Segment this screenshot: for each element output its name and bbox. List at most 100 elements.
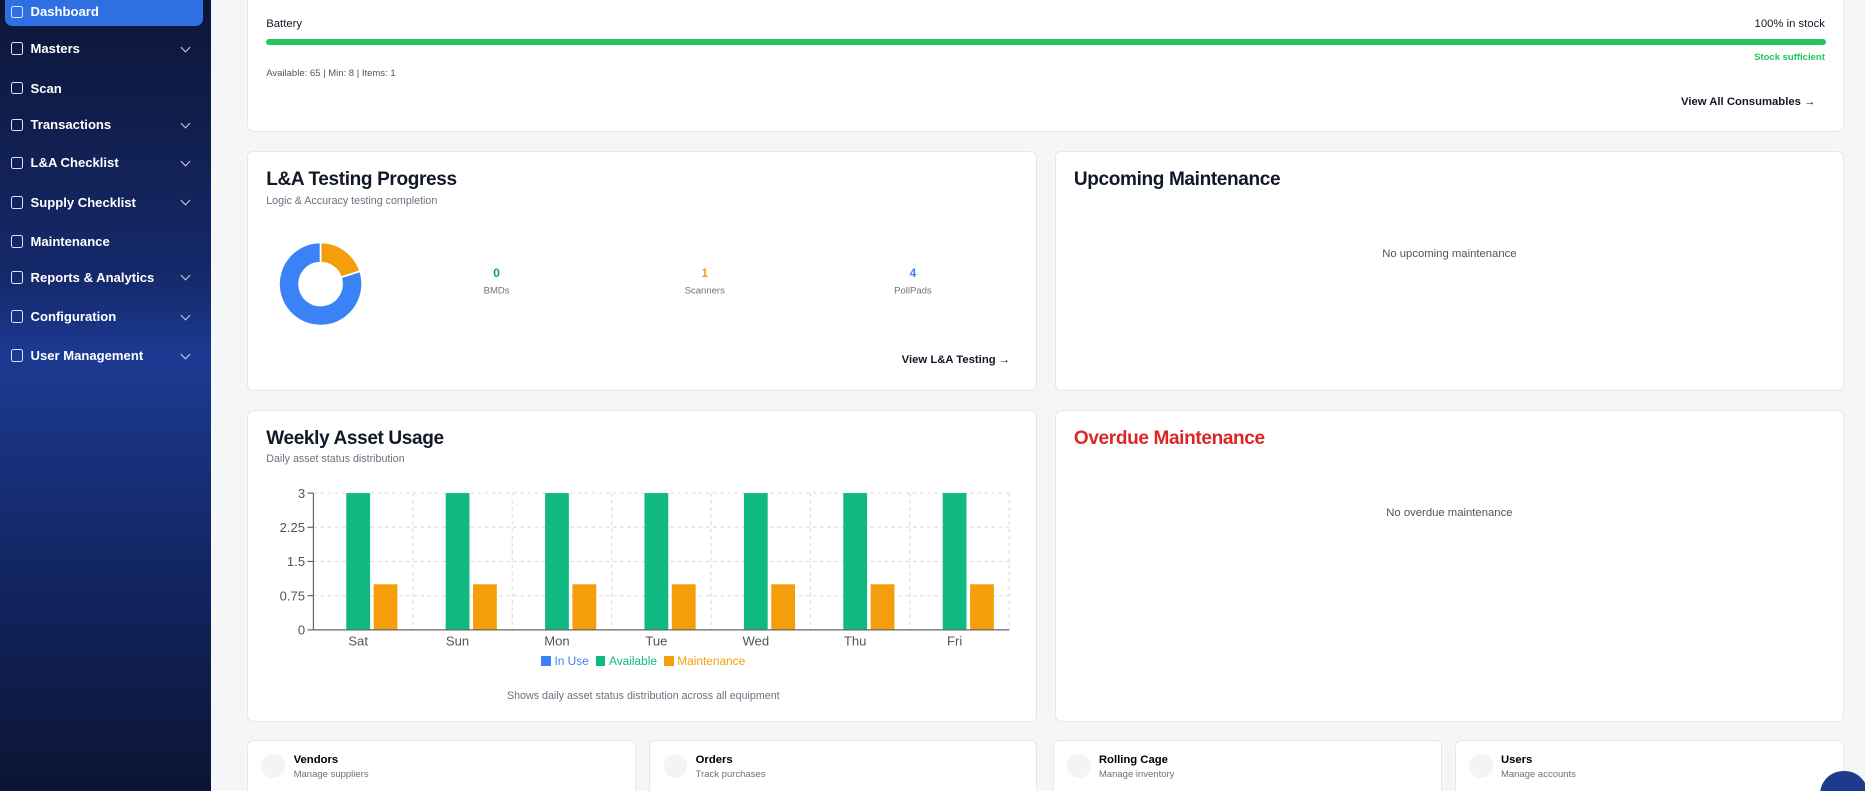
stock-bar: [266, 39, 1826, 45]
legend-swatch: [664, 656, 674, 666]
view-link[interactable]: View All Consumables →: [1681, 96, 1816, 109]
nav-label: User Management: [30, 348, 144, 364]
stock-details: Available: 65 | Min: 8 | Items: 1: [266, 67, 396, 79]
y-tick-label: 3: [298, 486, 305, 501]
bar: [545, 493, 570, 631]
bar: [970, 584, 995, 631]
nav-item[interactable]: L&A Checklist: [5, 149, 204, 178]
upcoming-card: Upcoming Maintenance No upcoming mainten…: [1055, 151, 1844, 392]
nav-label: Maintenance: [30, 233, 110, 249]
nav-item[interactable]: Maintenance: [5, 227, 204, 256]
nav-label: Reports & Analytics: [30, 269, 155, 285]
bar: [644, 493, 669, 631]
nav-item[interactable]: Reports & Analytics: [5, 263, 204, 292]
quick-title: Vendors: [293, 753, 339, 766]
bar: [672, 584, 697, 631]
bar: [473, 584, 498, 631]
card-subtitle: Logic & Accuracy testing completion: [266, 194, 438, 207]
quick-title: Rolling Cage: [1098, 753, 1168, 766]
x-tick-label: Tue: [646, 634, 668, 649]
y-tick-label: 0: [298, 623, 305, 638]
x-tick-label: Fri: [947, 634, 962, 649]
help-button[interactable]: [1819, 770, 1865, 791]
card-subtitle: Daily asset status distribution: [266, 453, 405, 465]
bar: [572, 584, 597, 631]
legend: In Use Available Maintenance: [248, 654, 1038, 668]
x-tick-label: Mon: [545, 634, 570, 649]
overdue-card: Overdue Maintenance No overdue maintenan…: [1055, 410, 1844, 723]
nav-label: Dashboard: [30, 4, 99, 20]
nav-label: Scan: [30, 80, 62, 96]
quick-subtitle: Manage suppliers: [293, 769, 369, 781]
legend-item: Maintenance: [664, 654, 745, 668]
legend-swatch: [541, 656, 551, 666]
quick-link[interactable]: Orders Track purchases: [649, 739, 1038, 791]
nav-item[interactable]: Scan: [5, 74, 204, 103]
stock-status: 100% in stock: [1754, 17, 1825, 30]
quick-title: Orders: [695, 753, 733, 766]
nav-item[interactable]: Supply Checklist: [5, 188, 204, 217]
y-tick-label: 1.5: [287, 555, 305, 570]
stat-value: 0: [494, 266, 501, 280]
item-name: Battery: [266, 17, 303, 30]
empty-message: No upcoming maintenance: [1382, 248, 1517, 261]
sidebar: Dashboard Masters Scan Transactions L&A …: [0, 0, 211, 791]
legend-label: Maintenance: [677, 654, 746, 669]
quick-link[interactable]: Rolling Cage Manage inventory: [1052, 739, 1442, 791]
legend-label: Available: [609, 654, 657, 669]
donut-slice: [278, 241, 364, 327]
legend-item: In Use: [541, 654, 589, 669]
y-tick-label: 2.25: [280, 520, 305, 535]
stat-label: Scanners: [685, 286, 725, 297]
bar: [871, 584, 895, 631]
bar: [843, 493, 868, 631]
empty-message: No overdue maintenance: [1386, 506, 1513, 519]
usage-card: Weekly Asset Usage Daily asset status di…: [247, 410, 1038, 723]
stat-value: 4: [910, 266, 917, 280]
stat-value: 1: [702, 266, 709, 280]
card-title: Overdue Maintenance: [1073, 428, 1265, 450]
x-tick-label: Wed: [743, 634, 770, 649]
donut-chart: 0 BMDs 1 Scanners 4 PollPads: [278, 241, 933, 327]
bar: [943, 493, 967, 631]
nav-label: Transactions: [30, 117, 112, 133]
quick-subtitle: Manage inventory: [1098, 769, 1175, 781]
card-title: Upcoming Maintenance: [1073, 168, 1281, 190]
bar: [744, 493, 769, 631]
nav-item[interactable]: Transactions: [5, 111, 204, 140]
nav-label: L&A Checklist: [30, 155, 119, 171]
y-tick-label: 0.75: [280, 589, 305, 604]
nav-label: Masters: [30, 41, 80, 57]
bar: [446, 493, 470, 631]
bar-chart: 0 0.75 1.5 2.25 3 Sat Sun Mon Tue Wed Thu Fri: [280, 486, 1011, 649]
legend-label: In Use: [554, 654, 589, 669]
chart-note: Shows daily asset status distribution ac…: [506, 689, 780, 702]
bar: [771, 584, 796, 631]
bar: [346, 493, 371, 631]
card-title: L&A Testing Progress: [266, 168, 457, 190]
card-title: Weekly Asset Usage: [266, 428, 444, 450]
nav-item[interactable]: Configuration: [5, 302, 204, 331]
legend-swatch: [595, 656, 606, 666]
nav-item[interactable]: Dashboard: [4, 0, 204, 27]
x-tick-label: Sun: [446, 634, 469, 649]
quick-link[interactable]: Vendors Manage suppliers: [247, 739, 637, 791]
link-text: View All Consumables: [1681, 96, 1801, 109]
x-tick-label: Thu: [844, 634, 867, 649]
stat-label: PollPads: [895, 286, 933, 297]
nav-label: Configuration: [30, 308, 117, 324]
nav-item[interactable]: User Management: [5, 341, 204, 370]
link-text: View L&A Testing: [901, 354, 996, 367]
stat-label: BMDs: [484, 286, 510, 297]
x-tick-label: Sat: [349, 634, 369, 649]
bar: [374, 584, 398, 631]
nav-item[interactable]: Masters: [5, 34, 204, 63]
quick-subtitle: Manage accounts: [1500, 769, 1576, 781]
consumables-card: Battery 100% in stock Stock sufficient A…: [247, 0, 1844, 133]
quick-link[interactable]: Users Manage accounts: [1454, 739, 1844, 791]
view-link[interactable]: View L&A Testing →: [901, 354, 1011, 367]
quick-subtitle: Track purchases: [695, 769, 766, 781]
